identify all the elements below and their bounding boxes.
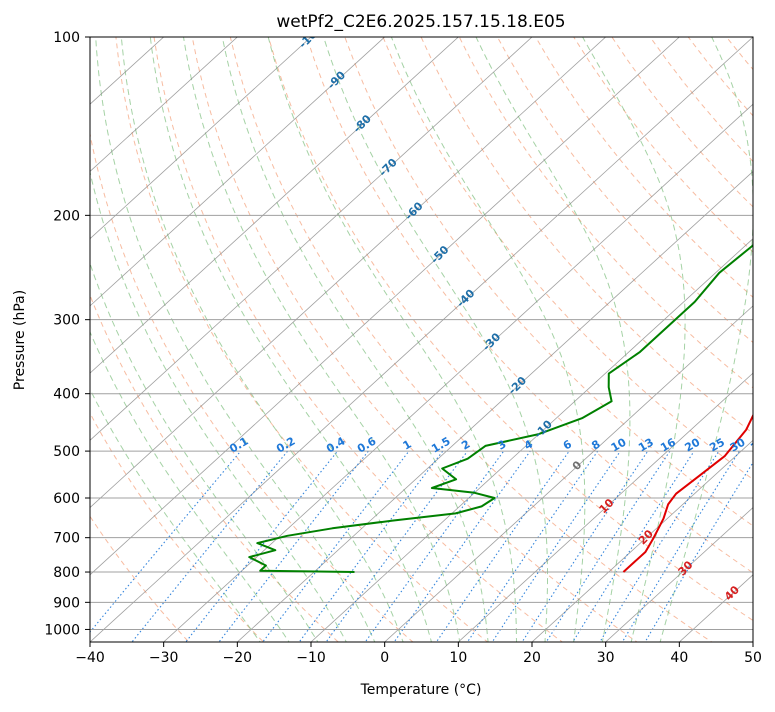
x-tick-label: −20 [223,650,253,666]
dry-adiabat-line [191,37,638,642]
isotherm-line [457,372,753,642]
temperature-profile-line [622,413,753,573]
dry-adiabat-line [90,293,339,642]
dry-adiabat-line [496,37,753,344]
isotherm-line [90,37,238,172]
y-tick-label: 200 [53,208,80,224]
isotherm-line [605,507,753,642]
y-tick-label: 800 [53,565,80,581]
x-tick-label: −40 [75,650,105,666]
x-tick-label: −30 [149,650,179,666]
dry-adiabat-line [267,37,753,622]
isotherm-line [90,37,753,642]
dry-adiabat-line [115,37,489,642]
mixing-ratio-label: 36 [748,435,768,454]
chart-title: wetPf2_C2E6.2025.157.15.18.E05 [276,12,565,32]
plot-area [90,37,753,642]
isotherm-line [310,238,753,642]
x-tick-label: 10 [449,650,467,666]
isotherm-line [90,37,533,441]
plot-frame [89,36,754,643]
isotherm-line [531,439,753,642]
isotherm-line [90,37,386,307]
x-tick-label: 50 [744,650,762,666]
x-axis-label: Temperature (°C) [360,682,482,698]
x-tick-label: 30 [597,650,615,666]
x-tick-label: −10 [296,650,326,666]
y-tick-label: 900 [53,595,80,611]
isotherm-line [236,170,753,642]
y-axis-label: Pressure (hPa) [12,290,28,390]
y-tick-label: 500 [53,444,80,460]
dry-adiabat-line [90,515,190,642]
y-tick-label: 1000 [44,622,80,638]
isotherm-line [90,37,680,576]
moist-adiabat-line [267,37,517,642]
y-tick-label: 700 [53,531,80,547]
moist-adiabat-line [120,37,404,642]
dry-adiabat-line [382,37,753,481]
isotherm-line [90,37,607,509]
moist-adiabat-line [390,37,586,642]
isotherm-line [90,37,459,374]
y-tick-label: 600 [53,491,80,507]
isotherm-line [384,305,753,642]
dry-adiabat-line [90,131,414,642]
isotherm-line [90,37,312,240]
x-tick-label: 40 [670,650,688,666]
x-tick-label: 20 [523,650,541,666]
moist-adiabat-line [323,37,548,642]
y-tick-label: 400 [53,387,80,403]
y-tick-label: 100 [53,30,80,46]
dewpoint-profile-line [248,243,753,573]
y-tick-label: 300 [53,313,80,329]
dry-adiabat-line [306,37,753,574]
dry-adiabat-line [90,412,265,642]
dry-adiabat-line [458,37,753,389]
dry-adiabat-line [229,37,713,642]
axes: −40 −30 −20 −10 0 10 20 30 40 50 100 200 300 400 500 60… [44,30,762,666]
x-tick-label: 0 [380,650,389,666]
moist-adiabat-line [475,37,631,642]
